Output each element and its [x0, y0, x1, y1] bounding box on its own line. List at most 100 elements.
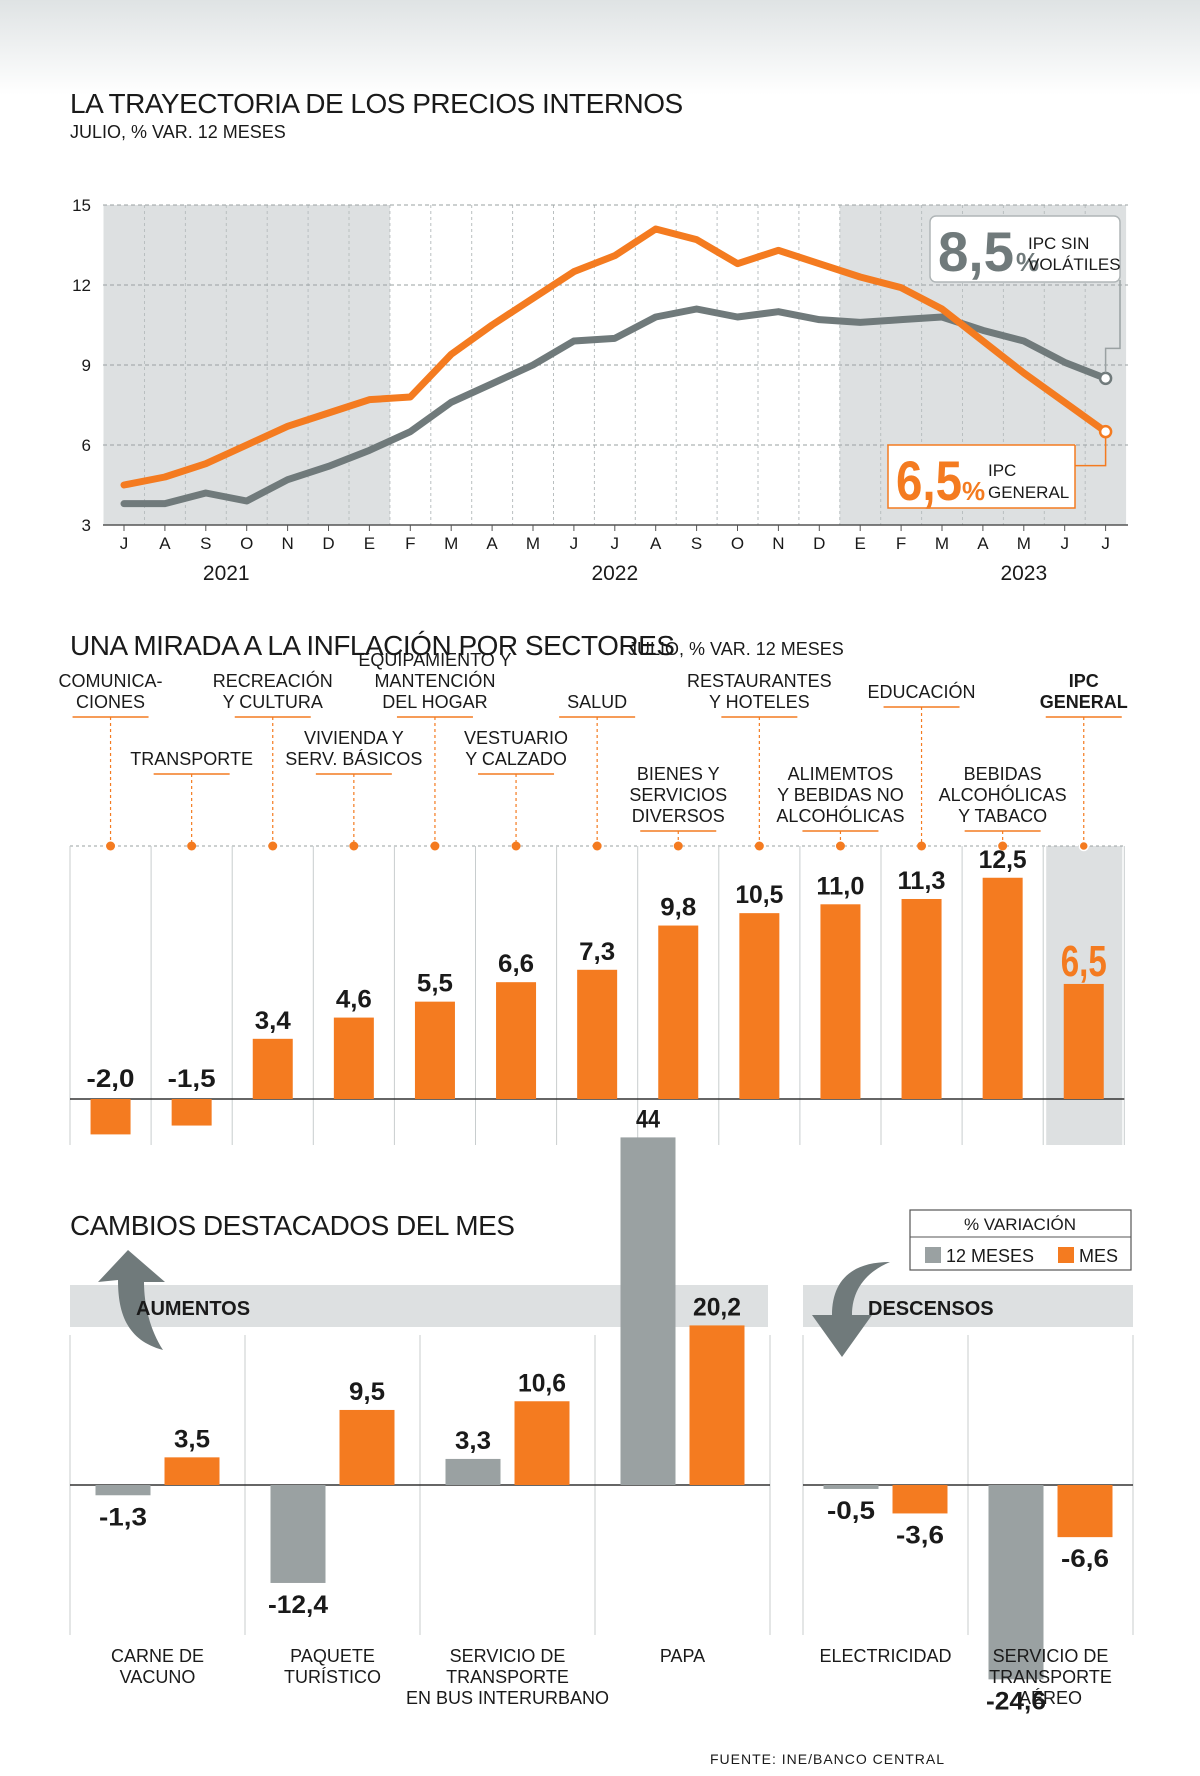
x-tick-label: M [935, 534, 949, 553]
x-tick-label: E [855, 534, 866, 553]
sector-category-label: BEBIDAS [964, 764, 1042, 784]
group-label-aumentos: AUMENTOS [136, 1298, 250, 1320]
changes-section: CAMBIOS DESTACADOS DEL MES % VARIACIÓN 12… [69, 1105, 1134, 1715]
change-category-label: CARNE DE [111, 1646, 204, 1666]
arrow-down-icon [812, 1262, 890, 1357]
x-tick-label: J [1060, 534, 1069, 553]
year-label: 2022 [591, 562, 638, 585]
year-label: 2023 [1000, 562, 1047, 585]
sector-category-label: GENERAL [1040, 692, 1128, 712]
callout-unit: % [1016, 247, 1039, 277]
label-dot [268, 841, 278, 851]
x-tick-label: O [731, 534, 744, 553]
sector-bar [252, 1038, 293, 1099]
series-line-ipc-general [120, 225, 1110, 489]
sector-value-label: -1,5 [168, 1065, 216, 1093]
x-tick-label: M [526, 534, 540, 553]
sector-category-label: ALIMEMTOS [788, 764, 894, 784]
y-tick-label: 12 [72, 276, 91, 295]
callout-value-general: 6,5 [896, 449, 962, 512]
sector-bar [171, 1099, 212, 1126]
y-tick-label: 15 [72, 196, 91, 215]
sector-bar [496, 982, 537, 1099]
sector-category-label: Y TABACO [958, 806, 1047, 826]
change-value-label-mes: 10,6 [518, 1369, 566, 1397]
line-chart-section: LA TRAYECTORIA DE LOS PRECIOS INTERNOS J… [70, 88, 1128, 585]
sector-category-label: IPC [1069, 671, 1099, 691]
change-bar-mes [164, 1457, 220, 1485]
callout-label-line2: VOLÁTILES [1028, 255, 1121, 274]
change-category-label: VACUNO [120, 1667, 196, 1687]
sector-value-label: 5,5 [417, 970, 453, 998]
sector-bar [1063, 983, 1104, 1099]
callout-value-sin-volatiles: 8,5 [938, 220, 1014, 283]
label-dot [754, 841, 764, 851]
x-tick-label: M [444, 534, 458, 553]
label-dot [917, 841, 927, 851]
label-dot [592, 841, 602, 851]
sector-chart-subtitle: JULIO, % VAR. 12 MESES [628, 639, 844, 659]
sector-value-label: 3,4 [255, 1007, 291, 1035]
change-category-label: TRANSPORTE [989, 1667, 1112, 1687]
sector-category-label: ALCOHÓLICAS [776, 805, 904, 826]
callout-label-line1: IPC SIN [1028, 234, 1089, 253]
change-bar-mes [339, 1409, 395, 1485]
x-tick-label: A [650, 534, 662, 553]
change-category-label: SERVICIO DE [450, 1646, 566, 1666]
x-tick-label: D [322, 534, 334, 553]
legend-swatch-12-meses [925, 1247, 941, 1263]
label-dot [1078, 840, 1089, 852]
change-category-label: AÉREO [1019, 1688, 1082, 1708]
sector-category-label: Y HOTELES [709, 692, 810, 712]
change-bar-12-meses [620, 1137, 676, 1485]
line-chart-subtitle: JULIO, % VAR. 12 MESES [70, 122, 286, 142]
source-note: FUENTE: INE/BANCO CENTRAL [710, 1751, 945, 1767]
change-value-label-mes: 9,5 [349, 1378, 385, 1406]
callout-box-sin-volatiles [929, 215, 1121, 283]
label-dot [106, 841, 116, 851]
change-value-label-mes: 20,2 [693, 1293, 741, 1321]
change-bar-12-meses [445, 1458, 501, 1485]
x-tick-label: A [486, 534, 498, 553]
sector-category-label: VESTUARIO [464, 728, 568, 748]
sector-category-label: Y CALZADO [465, 749, 567, 769]
legend-title: % VARIACIÓN [964, 1215, 1076, 1234]
x-tick-label: F [405, 534, 415, 553]
sector-chart-title: UNA MIRADA A LA INFLACIÓN POR SECTORES [70, 630, 674, 661]
change-bar-12-meses [988, 1485, 1044, 1680]
legend-box [909, 1209, 1132, 1271]
y-tick-label: 6 [82, 436, 91, 455]
sector-category-label: SERV. BÁSICOS [285, 749, 422, 769]
legend-label-mes: MES [1079, 1246, 1118, 1266]
change-value-label-mes: 3,5 [174, 1425, 210, 1453]
sector-category-label: RESTAURANTES [687, 671, 832, 691]
label-dot [349, 841, 359, 851]
sector-bar [577, 969, 618, 1099]
change-category-label: EN BUS INTERURBANO [406, 1688, 609, 1708]
x-tick-label: J [570, 534, 579, 553]
series-line-ipc-sin-volatiles [120, 305, 1110, 508]
sector-bar [333, 1017, 374, 1099]
series-end-point [1098, 371, 1113, 386]
sector-category-label: VIVIENDA Y [304, 728, 404, 748]
change-value-label-12-meses: -0,5 [827, 1497, 875, 1525]
sector-category-label: EQUIPAMIENTO Y [358, 650, 511, 670]
arrow-up-icon [98, 1250, 165, 1350]
change-category-label: TRANSPORTE [446, 1667, 569, 1687]
year-label: 2021 [203, 562, 250, 585]
sector-value-label: -2,0 [87, 1065, 135, 1093]
label-dot [187, 841, 197, 851]
group-label-descensos: DESCENSOS [868, 1298, 994, 1320]
sector-bar-section: UNA MIRADA A LA INFLACIÓN POR SECTORES J… [59, 630, 1128, 1145]
x-tick-label: N [772, 534, 784, 553]
sector-value-label: 11,0 [816, 872, 864, 900]
sector-category-label: EDUCACIÓN [868, 681, 976, 702]
sector-value-label: 10,5 [735, 881, 783, 909]
label-dot [835, 841, 845, 851]
x-tick-label: S [691, 534, 702, 553]
sector-value-label: 6,5 [1061, 937, 1107, 986]
x-tick-label: O [240, 534, 253, 553]
sector-category-label: Y BEBIDAS NO [777, 785, 904, 805]
sector-category-label: CIONES [76, 692, 145, 712]
